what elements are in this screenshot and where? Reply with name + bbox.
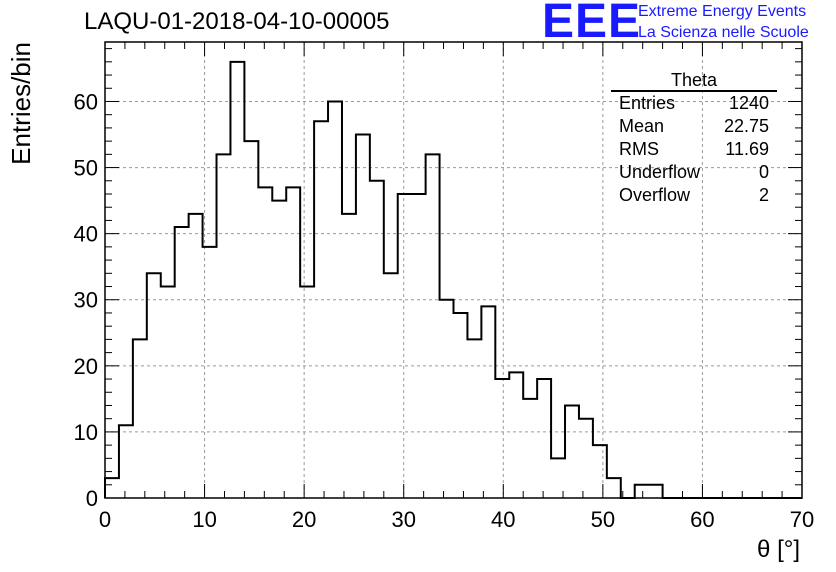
x-tick-label: 70 [790, 507, 814, 532]
y-tick-label: 20 [74, 354, 98, 379]
stats-label: Overflow [619, 185, 691, 205]
stats-value: 0 [758, 162, 769, 182]
histogram-bin [203, 247, 217, 498]
stats-row-overflow: Overflow 2 [611, 184, 777, 207]
histogram-bin [579, 419, 593, 498]
histogram-bin [119, 425, 133, 498]
histogram-bin [244, 141, 258, 498]
histogram-bin [217, 154, 231, 498]
histogram-bin [286, 187, 300, 498]
histogram-bin [635, 485, 649, 498]
histogram-bin [412, 194, 426, 498]
stats-box: Theta Entries 1240 Mean 22.75 RMS 11.69 … [611, 70, 777, 207]
histogram-bin [593, 445, 607, 498]
y-tick-label: 60 [74, 89, 98, 114]
x-tick-label: 0 [99, 507, 111, 532]
histogram-bin [481, 306, 495, 498]
stats-value: 1240 [728, 93, 769, 113]
eee-tagline-2: La Scienza nelle Scuole [638, 24, 809, 41]
stats-label: Entries [619, 93, 676, 113]
histogram-bin [272, 201, 286, 498]
histogram-bin [523, 399, 537, 498]
plot-frame [104, 41, 803, 499]
histogram-bin [537, 379, 551, 498]
histogram-bin [565, 405, 579, 498]
y-tick-label: 50 [74, 156, 98, 181]
stats-value: 2 [758, 185, 769, 205]
histogram-bin [300, 287, 314, 498]
histogram-bin [133, 339, 147, 498]
x-tick-label: 60 [690, 507, 714, 532]
x-tick-label: 10 [192, 507, 216, 532]
histogram-bin [370, 181, 384, 498]
histogram-bin [314, 121, 328, 498]
histogram-bin [495, 379, 509, 498]
histogram-bin [230, 62, 244, 498]
y-tick-label: 40 [74, 222, 98, 247]
histogram-bin [649, 485, 663, 498]
stats-label: Underflow [619, 162, 701, 182]
histogram-bin [356, 135, 370, 498]
histogram-bin [189, 214, 203, 498]
histogram-bin [384, 273, 398, 498]
x-tick-label: 30 [391, 507, 415, 532]
histogram-bin [551, 458, 565, 498]
stats-value: 22.75 [723, 116, 769, 136]
histogram-bin [175, 227, 189, 498]
run-title: LAQU-01-2018-04-10-00005 [84, 8, 390, 35]
y-tick-label: 10 [74, 420, 98, 445]
x-tick-label: 40 [491, 507, 515, 532]
histogram-bin [426, 154, 440, 498]
x-axis-label: θ [°] [757, 536, 800, 563]
histogram-bin [398, 194, 412, 498]
stats-row-underflow: Underflow 0 [611, 161, 777, 184]
histogram-bin [161, 287, 175, 498]
histogram-bin [467, 339, 481, 498]
y-tick-label: 0 [86, 486, 98, 511]
stats-row-entries: Entries 1240 [611, 92, 777, 115]
histogram-bin [105, 478, 119, 498]
stats-row-rms: RMS 11.69 [611, 138, 777, 161]
x-tick-label: 20 [292, 507, 316, 532]
y-axis-label: Entries/bin [6, 42, 36, 165]
eee-logo: EEE [542, 0, 642, 48]
stats-row-mean: Mean 22.75 [611, 115, 777, 138]
eee-tagline-1: Extreme Energy Events [638, 3, 807, 20]
histogram-bin [147, 273, 161, 498]
histogram-bin [440, 300, 454, 498]
histogram-bin [258, 187, 272, 498]
histogram-bin [342, 214, 356, 498]
stats-label: RMS [619, 139, 659, 159]
y-tick-label: 30 [74, 288, 98, 313]
histogram-bin [509, 372, 523, 498]
stats-title: Theta [611, 70, 777, 92]
stats-value: 11.69 [725, 139, 769, 159]
histogram-bin [328, 101, 342, 498]
histogram-bin [454, 313, 468, 498]
stats-label: Mean [619, 116, 665, 136]
histogram-bin [607, 478, 621, 498]
x-tick-label: 50 [591, 507, 615, 532]
